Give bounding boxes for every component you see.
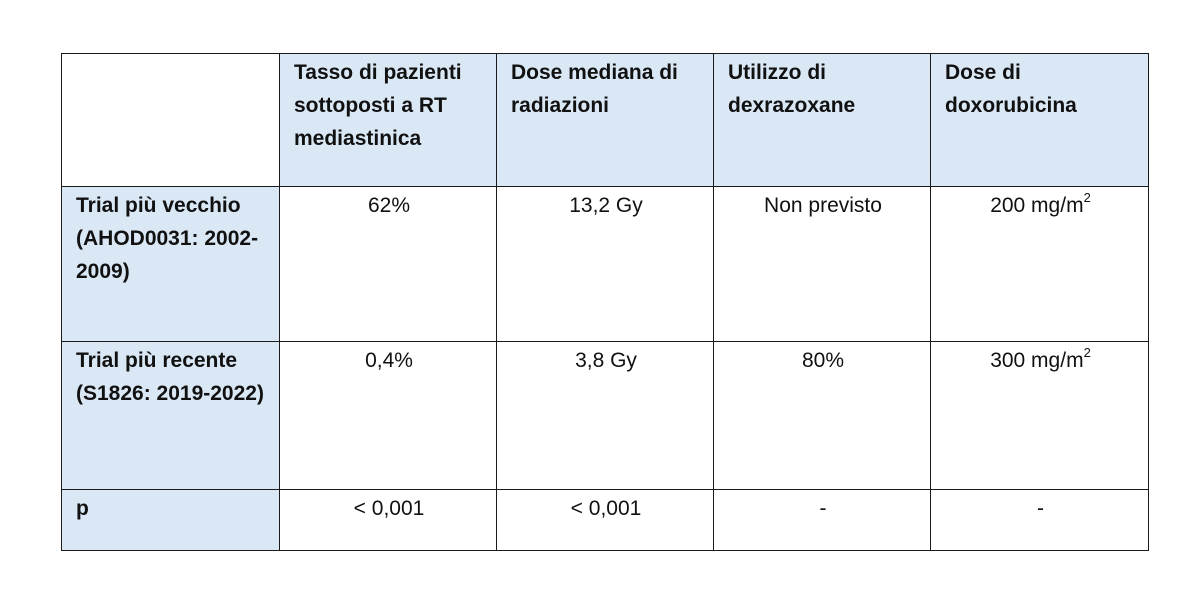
doxorubicin-value: 300 mg/m bbox=[990, 349, 1084, 372]
cell-doxorubicin: - bbox=[930, 489, 1149, 551]
corner-cell bbox=[61, 53, 280, 187]
column-header-rt-rate: Tasso di pazienti sottoposti a RT medias… bbox=[279, 53, 497, 187]
cell-rt-rate: 62% bbox=[279, 186, 497, 342]
comparison-table: Tasso di pazienti sottoposti a RT medias… bbox=[61, 53, 1149, 551]
unit-exponent: 2 bbox=[1083, 190, 1091, 205]
cell-rt-rate: 0,4% bbox=[279, 341, 497, 490]
cell-dexrazoxane: - bbox=[713, 489, 931, 551]
column-header-dexrazoxane: Utilizzo di dexrazoxane bbox=[713, 53, 931, 187]
row-header-recent-trial: Trial più recente (S1826: 2019-2022) bbox=[61, 341, 280, 490]
column-header-doxorubicin: Dose di doxorubicina bbox=[930, 53, 1149, 187]
cell-median-dose: < 0,001 bbox=[496, 489, 714, 551]
row-header-older-trial: Trial più vecchio (AHOD0031: 2002-2009) bbox=[61, 186, 280, 342]
unit-exponent: 2 bbox=[1083, 345, 1091, 360]
cell-doxorubicin: 200 mg/m2 bbox=[930, 186, 1149, 342]
table-row: p < 0,001 < 0,001 - - bbox=[61, 489, 1149, 551]
cell-median-dose: 3,8 Gy bbox=[496, 341, 714, 490]
table-row: Trial più recente (S1826: 2019-2022) 0,4… bbox=[61, 341, 1149, 490]
table-header-row: Tasso di pazienti sottoposti a RT medias… bbox=[61, 53, 1149, 187]
row-header-p-value: p bbox=[61, 489, 280, 551]
cell-doxorubicin: 300 mg/m2 bbox=[930, 341, 1149, 490]
cell-rt-rate: < 0,001 bbox=[279, 489, 497, 551]
doxorubicin-value: 200 mg/m bbox=[990, 194, 1084, 217]
table-row: Trial più vecchio (AHOD0031: 2002-2009) … bbox=[61, 186, 1149, 342]
cell-dexrazoxane: Non previsto bbox=[713, 186, 931, 342]
cell-median-dose: 13,2 Gy bbox=[496, 186, 714, 342]
cell-dexrazoxane: 80% bbox=[713, 341, 931, 490]
column-header-median-dose: Dose mediana di radiazioni bbox=[496, 53, 714, 187]
